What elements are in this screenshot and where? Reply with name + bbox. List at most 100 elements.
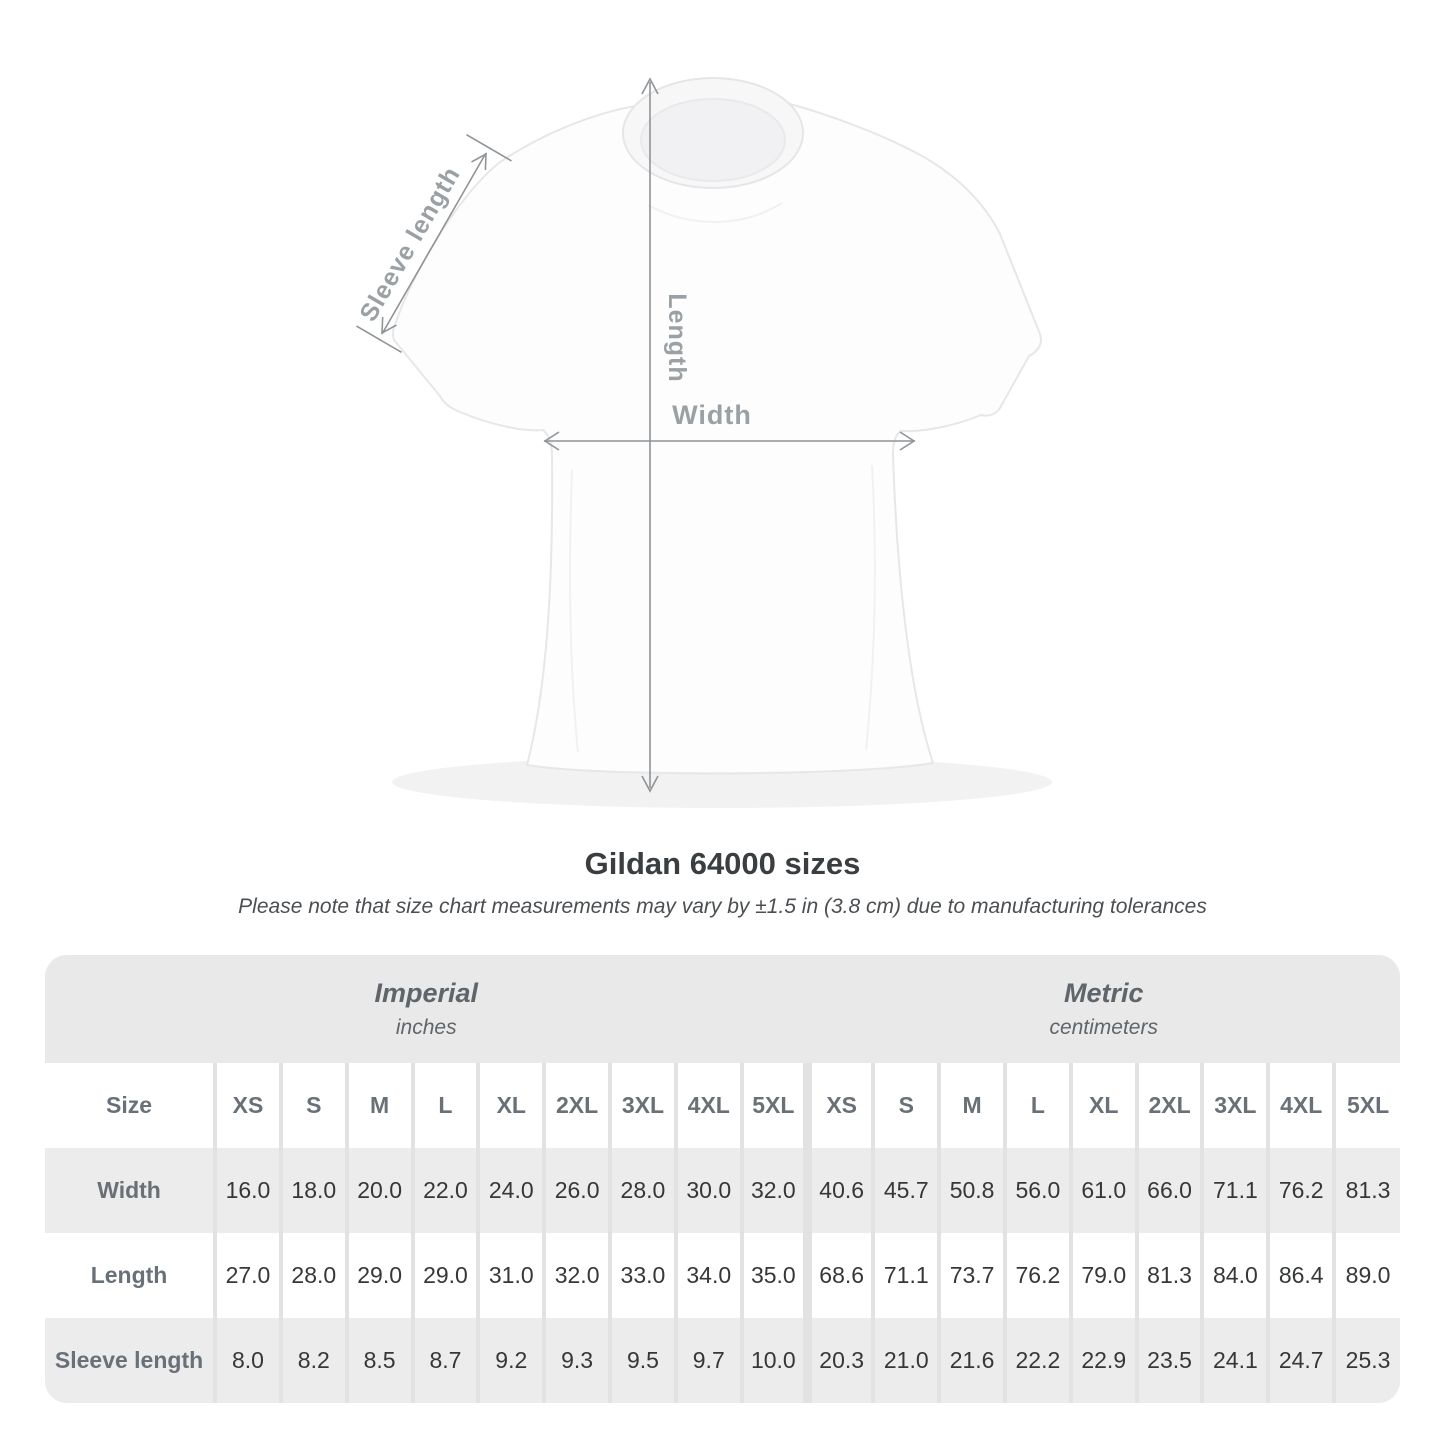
size-header-imperial-5xl: 5XL [739, 1063, 808, 1148]
table-row-length: Length 27.0 28.0 29.0 29.0 31.0 32.0 33.0 34.0 35… [45, 1233, 1400, 1318]
cell-metric-l-width: 56.0 [1002, 1148, 1071, 1233]
width-label: Width [672, 400, 752, 430]
size-table: Imperial inches Metric centimeters Size X… [45, 955, 1400, 1403]
cell-imperial-xs-sleeve-length: 8.0 [213, 1318, 281, 1403]
width-arrow [543, 431, 916, 451]
cell-imperial-s-length: 28.0 [278, 1233, 347, 1318]
cell-metric-s-sleeve-length: 21.0 [871, 1318, 940, 1403]
length-label: Length [663, 293, 691, 382]
cell-imperial-l-sleeve-length: 8.7 [410, 1318, 479, 1403]
cell-metric-4xl-length: 86.4 [1266, 1233, 1335, 1318]
cell-imperial-4xl-width: 30.0 [673, 1148, 742, 1233]
row-label-width: Width [45, 1148, 216, 1233]
size-header-metric-m: M [937, 1063, 1005, 1148]
cell-metric-m-length: 73.7 [937, 1233, 1005, 1318]
cell-metric-xl-width: 61.0 [1068, 1148, 1137, 1233]
cell-imperial-5xl-sleeve-length: 10.0 [739, 1318, 808, 1403]
length-arrow [641, 77, 659, 793]
cell-metric-m-width: 50.8 [937, 1148, 1005, 1233]
cell-imperial-xs-length: 27.0 [213, 1233, 281, 1318]
metric-unit-group: Metric centimeters [807, 955, 1400, 1063]
size-header-imperial-xs: XS [213, 1063, 281, 1148]
size-header-metric-3xl: 3XL [1200, 1063, 1269, 1148]
cell-imperial-3xl-sleeve-length: 9.5 [608, 1318, 676, 1403]
cell-imperial-3xl-length: 33.0 [608, 1233, 676, 1318]
cell-metric-xl-sleeve-length: 22.9 [1068, 1318, 1137, 1403]
size-header-imperial-m: M [344, 1063, 413, 1148]
cell-imperial-xl-sleeve-length: 9.2 [476, 1318, 545, 1403]
cell-imperial-4xl-sleeve-length: 9.7 [673, 1318, 742, 1403]
cell-metric-2xl-length: 81.3 [1134, 1233, 1203, 1318]
size-chart-table: Size XS S M L XL 2XL 3XL 4XL 5XL XS S M L XL 2XL 3XL 4XL 5… [45, 1063, 1400, 1403]
size-header-metric-2xl: 2XL [1134, 1063, 1203, 1148]
size-header-metric-5xl: 5XL [1332, 1063, 1400, 1148]
cell-metric-xl-length: 79.0 [1068, 1233, 1137, 1318]
size-header-imperial-s: S [278, 1063, 347, 1148]
cell-imperial-m-sleeve-length: 8.5 [344, 1318, 413, 1403]
cell-imperial-xl-width: 24.0 [476, 1148, 545, 1233]
page-title: Gildan 64000 sizes [584, 846, 861, 881]
cell-metric-4xl-sleeve-length: 24.7 [1266, 1318, 1335, 1403]
cell-imperial-m-length: 29.0 [344, 1233, 413, 1318]
size-header-imperial-4xl: 4XL [673, 1063, 742, 1148]
imperial-unit-group: Imperial inches [45, 955, 807, 1063]
size-header-imperial-2xl: 2XL [542, 1063, 611, 1148]
cell-imperial-s-sleeve-length: 8.2 [278, 1318, 347, 1403]
cell-metric-l-sleeve-length: 22.2 [1002, 1318, 1071, 1403]
cell-metric-5xl-length: 89.0 [1332, 1233, 1400, 1318]
size-header-metric-xs: XS [803, 1063, 874, 1148]
fold-line-left [569, 469, 579, 753]
cell-metric-3xl-sleeve-length: 24.1 [1200, 1318, 1269, 1403]
cell-metric-s-length: 71.1 [871, 1233, 940, 1318]
fold-line-right [865, 464, 876, 751]
cell-imperial-5xl-length: 35.0 [739, 1233, 808, 1318]
cell-metric-2xl-width: 66.0 [1134, 1148, 1203, 1233]
size-header-row: Size XS S M L XL 2XL 3XL 4XL 5XL XS S M L XL 2XL 3XL 4XL 5… [45, 1063, 1400, 1148]
cell-metric-m-sleeve-length: 21.6 [937, 1318, 1005, 1403]
cell-metric-4xl-width: 76.2 [1266, 1148, 1335, 1233]
cell-metric-5xl-width: 81.3 [1332, 1148, 1400, 1233]
fold-line-chest [647, 202, 783, 223]
size-header-metric-xl: XL [1068, 1063, 1137, 1148]
tolerance-note: Please note that size chart measurements… [238, 895, 1207, 918]
tshirt-body [391, 95, 1042, 775]
cell-metric-3xl-length: 84.0 [1200, 1233, 1269, 1318]
cell-imperial-l-width: 22.0 [410, 1148, 479, 1233]
cell-imperial-2xl-sleeve-length: 9.3 [542, 1318, 611, 1403]
cell-metric-5xl-sleeve-length: 25.3 [1332, 1318, 1400, 1403]
cell-imperial-5xl-width: 32.0 [739, 1148, 808, 1233]
size-column-header: Size [45, 1063, 216, 1148]
cell-metric-xs-length: 68.6 [803, 1233, 874, 1318]
cell-metric-xs-width: 40.6 [803, 1148, 874, 1233]
row-label-length: Length [45, 1233, 216, 1318]
size-header-imperial-3xl: 3XL [608, 1063, 676, 1148]
cell-metric-2xl-sleeve-length: 23.5 [1134, 1318, 1203, 1403]
row-label-sleeve-length: Sleeve length [45, 1318, 216, 1403]
metric-label: Metric [1063, 978, 1144, 1008]
cell-imperial-xs-width: 16.0 [213, 1148, 281, 1233]
cell-imperial-xl-length: 31.0 [476, 1233, 545, 1318]
size-header-imperial-l: L [410, 1063, 479, 1148]
metric-sublabel: centimeters [1049, 1016, 1158, 1039]
sleeve-length-arrow [356, 134, 512, 353]
cell-imperial-m-width: 20.0 [344, 1148, 413, 1233]
cell-metric-s-width: 45.7 [871, 1148, 940, 1233]
cell-metric-xs-sleeve-length: 20.3 [803, 1318, 874, 1403]
cell-imperial-2xl-width: 26.0 [542, 1148, 611, 1233]
cell-imperial-2xl-length: 32.0 [542, 1233, 611, 1318]
tshirt-figure: Sleeve length Length Width [354, 77, 1052, 808]
unit-band: Imperial inches Metric centimeters [45, 955, 1400, 1063]
imperial-label: Imperial [374, 978, 478, 1008]
imperial-sublabel: inches [395, 1016, 457, 1039]
size-header-metric-l: L [1002, 1063, 1071, 1148]
cell-metric-l-length: 76.2 [1002, 1233, 1071, 1318]
size-header-metric-s: S [871, 1063, 940, 1148]
cell-imperial-l-length: 29.0 [410, 1233, 479, 1318]
table-row-sleeve-length: Sleeve length 8.0 8.2 8.5 8.7 9.2 9.3 9.5 9.7 10.… [45, 1318, 1400, 1403]
cell-imperial-s-width: 18.0 [278, 1148, 347, 1233]
collar-inner [640, 98, 786, 182]
size-header-imperial-xl: XL [476, 1063, 545, 1148]
cell-imperial-4xl-length: 34.0 [673, 1233, 742, 1318]
cell-metric-3xl-width: 71.1 [1200, 1148, 1269, 1233]
